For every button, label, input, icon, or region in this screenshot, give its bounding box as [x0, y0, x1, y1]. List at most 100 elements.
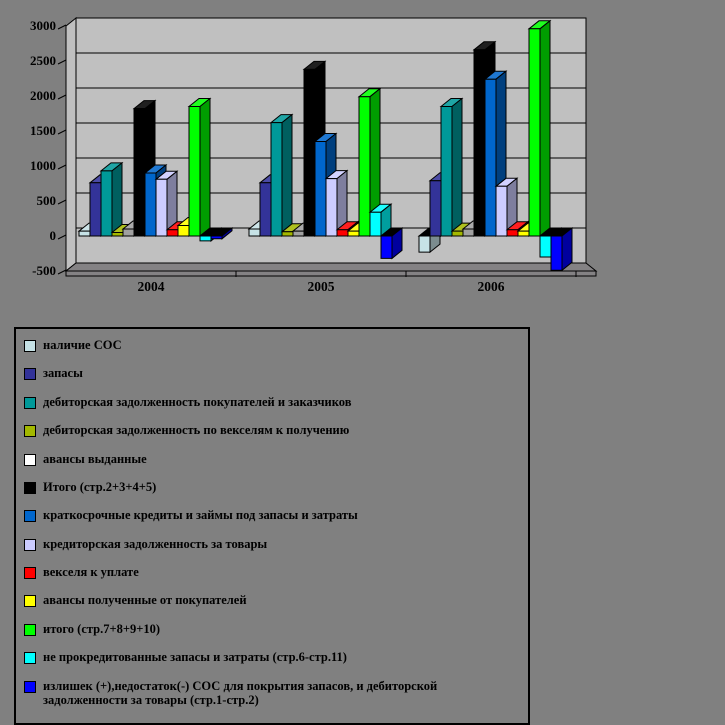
bar-11-2004	[188, 106, 201, 237]
legend-swatch-icon	[24, 538, 36, 551]
legend-swatch-icon	[24, 396, 36, 409]
y-tick	[57, 234, 67, 240]
bar-10-2006	[517, 230, 530, 237]
bar-11-2005	[358, 96, 371, 237]
legend-swatch-icon	[24, 425, 36, 438]
chart-svg: -500 0 500 1000 1500 2000 2500 3000 2004 2005 2006	[30, 16, 598, 294]
chart-legend: наличие СОС запасы дебиторская задолженнос…	[14, 327, 530, 725]
y-tick-label: 2000	[30, 88, 56, 103]
bar-12-2004	[199, 235, 212, 242]
bar-4-2005	[281, 231, 294, 237]
y-tick	[57, 129, 67, 135]
legend-label: дебиторская задолженность по векселям к …	[43, 423, 350, 438]
legend-item-9: векселя к уплате	[24, 565, 520, 579]
legend-swatch-icon	[24, 595, 36, 608]
bar-11-2006-side	[539, 19, 551, 238]
legend-swatch-icon	[24, 510, 36, 523]
legend-item-3: дебиторская задолженность покупателей и …	[24, 395, 520, 409]
legend-item-1: наличие СОС	[24, 338, 520, 352]
bar-13-2006-side	[561, 226, 573, 272]
bar-3-2004	[100, 170, 113, 237]
bar-2-2006	[429, 180, 442, 237]
bar-6-2005	[303, 68, 316, 237]
legend-label: авансы полученные от покупателей	[43, 593, 247, 608]
bar-7-2004	[144, 172, 157, 237]
bar-5-2006	[462, 228, 475, 237]
bar-8-2006	[495, 185, 508, 237]
y-tick	[57, 94, 67, 100]
y-tick	[57, 199, 67, 205]
bar-9-2005	[336, 229, 349, 237]
y-tick	[57, 164, 67, 170]
y-tick	[57, 59, 67, 65]
legend-item-4: дебиторская задолженность по векселям к …	[24, 423, 520, 438]
y-tick-label: 0	[50, 228, 57, 243]
bar-9-2006	[506, 229, 519, 237]
legend-label: векселя к уплате	[43, 565, 139, 579]
y-tick-label: -500	[32, 263, 56, 278]
bar-3-2006	[440, 106, 453, 237]
legend-label: излишек (+),недостаток(-) СОС для покрыт…	[43, 678, 438, 707]
legend-swatch-icon	[24, 652, 36, 665]
bar-1-2006	[418, 235, 431, 253]
legend-label: запасы	[43, 366, 83, 381]
bar-11-2004-side	[199, 97, 211, 238]
bar-13-2006	[550, 235, 563, 271]
bar-6-2004	[133, 108, 146, 237]
floor-edge	[65, 270, 597, 277]
bar-7-2006	[484, 78, 497, 237]
legend-swatch-icon	[24, 340, 36, 352]
legend-item-10: авансы полученные от покупателей	[24, 593, 520, 608]
bar-7-2005	[314, 141, 327, 237]
bar-12-2006	[539, 235, 552, 258]
x-category-label: 2004	[138, 279, 165, 294]
y-tick-label: 2500	[30, 53, 56, 68]
left-wall	[65, 16, 77, 273]
legend-label: дебиторская задолженность покупателей и …	[43, 394, 352, 409]
bar-5-2004	[122, 228, 135, 237]
y-tick-label: 3000	[30, 18, 56, 33]
bar-4-2006	[451, 230, 464, 237]
bar-11-2006	[528, 28, 541, 237]
bar-3-2004-side	[111, 161, 123, 238]
legend-swatch-icon	[24, 368, 36, 381]
y-tick	[57, 269, 67, 275]
y-tick-label: 1000	[30, 158, 56, 173]
bar-10-2004	[177, 225, 190, 237]
legend-item-11: итого (стр.7+8+9+10)	[24, 622, 520, 636]
bar-6-2006	[473, 49, 486, 237]
legend-swatch-icon	[24, 567, 36, 579]
bar-8-2005	[325, 178, 338, 237]
bar-3-2005	[270, 122, 283, 237]
bar-12-2005	[369, 211, 382, 237]
bar-13-2005	[380, 235, 393, 259]
legend-label: кредиторская задолженность за товары	[43, 536, 268, 551]
bar-13-2004	[210, 235, 223, 240]
legend-label: авансы выданные	[43, 451, 147, 466]
legend-label: итого (стр.7+8+9+10)	[43, 621, 161, 636]
x-category-label: 2005	[308, 279, 335, 294]
floor	[64, 262, 598, 272]
legend-item-6: Итого (стр.2+3+4+5)	[24, 480, 520, 494]
legend-item-7: краткосрочные кредиты и займы под запасы…	[24, 508, 520, 523]
bar-3-2005-side	[281, 113, 293, 238]
legend-item-5: авансы выданные	[24, 452, 520, 466]
bar-9-2004	[166, 229, 179, 237]
bar-2-2005	[259, 182, 272, 237]
bar-5-2005	[292, 230, 305, 237]
legend-swatch-icon	[24, 481, 36, 494]
legend-item-13: излишек (+),недостаток(-) СОС для покрыт…	[24, 679, 520, 708]
bar-2-2004	[89, 182, 102, 237]
legend-label: наличие СОС	[43, 338, 122, 352]
x-category-label: 2006	[478, 279, 505, 294]
legend-item-12: не прокредитованные запасы и затраты (ст…	[24, 650, 520, 665]
bar-1-2005	[248, 228, 261, 237]
legend-item-2: запасы	[24, 366, 520, 381]
legend-item-8: кредиторская задолженность за товары	[24, 537, 520, 551]
bar-1-2004	[78, 230, 91, 237]
bar-10-2005	[347, 230, 360, 237]
bar-8-2004	[155, 178, 168, 237]
y-tick-label: 500	[37, 193, 57, 208]
legend-swatch-icon	[24, 453, 36, 466]
